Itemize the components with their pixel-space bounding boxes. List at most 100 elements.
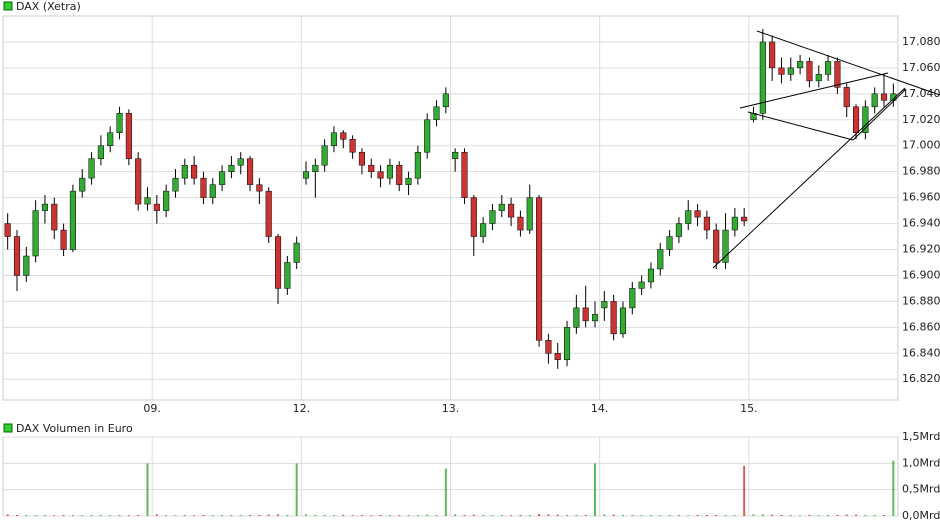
volume-bar (584, 514, 587, 516)
candle-body (79, 177, 86, 192)
candle-body (452, 151, 459, 159)
volume-bar (109, 515, 112, 516)
x-tick-label: 12. (293, 402, 311, 415)
volume-bar (202, 514, 205, 516)
volume-bar (230, 514, 233, 516)
legend-swatch (3, 1, 13, 11)
legend-label: DAX (Xetra) (16, 0, 81, 13)
volume-bar (398, 515, 401, 516)
volume-bar (883, 514, 886, 516)
candle-body (536, 197, 543, 341)
legend-swatch (3, 423, 13, 433)
volume-bar (258, 514, 261, 516)
candle-body (125, 113, 132, 159)
volume-bar (743, 465, 746, 516)
x-tick-label: 14. (591, 402, 609, 415)
volume-bar (491, 515, 494, 516)
y-tick-label: 0,0Mrd (902, 509, 940, 522)
volume-bar (855, 514, 858, 516)
volume-bar (733, 515, 736, 516)
y-tick-label: 16.900 (902, 268, 940, 281)
candle-body (97, 145, 104, 159)
volume-bar (211, 515, 214, 516)
volume-bar (864, 514, 867, 516)
volume-bar (752, 514, 755, 516)
candle-body (191, 164, 198, 179)
volume-bar (323, 514, 326, 516)
trend-line (756, 30, 940, 96)
candle-body (414, 151, 421, 179)
candle-body (675, 223, 682, 237)
candle-body (396, 164, 403, 185)
candle-body (200, 177, 207, 198)
volume-bar (277, 514, 280, 516)
candle-body (526, 197, 533, 231)
candle-body (60, 229, 67, 250)
volume-bar (239, 515, 242, 516)
volume-bar (146, 463, 149, 516)
volume-bar (510, 515, 513, 516)
trend-line (739, 72, 889, 109)
candle-body (619, 307, 627, 335)
y-tick-label: 1,5Mrd (902, 430, 940, 443)
volume-bar (538, 513, 541, 516)
volume-bar (71, 514, 74, 516)
candle-body (731, 216, 738, 231)
volume-bar (724, 514, 727, 516)
candle-body (284, 262, 291, 289)
candle-body (265, 190, 272, 237)
volume-bar (705, 514, 708, 516)
volume-bar (332, 515, 335, 516)
candle-body (321, 145, 328, 166)
trend-line (747, 111, 854, 141)
candle-body (144, 197, 151, 205)
volume-bar (808, 514, 811, 516)
trend-line (712, 87, 906, 269)
volume-bar (304, 514, 307, 516)
volume-bar (519, 514, 522, 516)
volume-bar (286, 514, 289, 516)
candle-body (554, 353, 561, 361)
volume-bar (360, 514, 363, 516)
volume-bar (155, 514, 158, 516)
volume-bar (659, 515, 662, 516)
candle-body (368, 164, 375, 172)
candle-body (377, 171, 384, 179)
grid: 09. 12. 13. 14. 15. 16.820 16.840 16.860 16.880 1… (3, 16, 940, 522)
candle-body (247, 158, 254, 185)
candle-body (610, 301, 617, 335)
candle-body (135, 158, 142, 205)
candle-body (787, 67, 794, 75)
volume-bar (314, 514, 317, 516)
volume-bar (463, 514, 466, 516)
volume-bar (603, 514, 606, 516)
candle-body (722, 229, 729, 263)
volume-bar (379, 514, 382, 516)
candle-body (405, 177, 412, 185)
candle-body (293, 242, 300, 263)
candle-body (209, 184, 216, 198)
volume-bar (342, 514, 345, 516)
candle-body (778, 67, 785, 75)
candle-body (32, 210, 39, 257)
candle-body (647, 268, 654, 283)
candle-body (601, 301, 608, 309)
candle-body (228, 164, 235, 172)
candle-body (13, 236, 21, 276)
candle-body (181, 164, 188, 179)
candle-body (853, 106, 860, 134)
volume-bar (799, 515, 802, 516)
volume-bar (500, 514, 503, 516)
y-tick-label: 17.080 (902, 35, 940, 48)
candle-body (797, 61, 804, 69)
candle-body (386, 164, 393, 179)
volume-bar (165, 514, 168, 516)
y-tick-label: 16.840 (902, 346, 940, 359)
y-tick-label: 16.920 (902, 243, 940, 256)
candle-body (349, 138, 356, 153)
volume-bar (612, 514, 615, 516)
candle-body (880, 93, 888, 101)
volume-bar (221, 514, 224, 516)
candle-body (302, 171, 310, 179)
